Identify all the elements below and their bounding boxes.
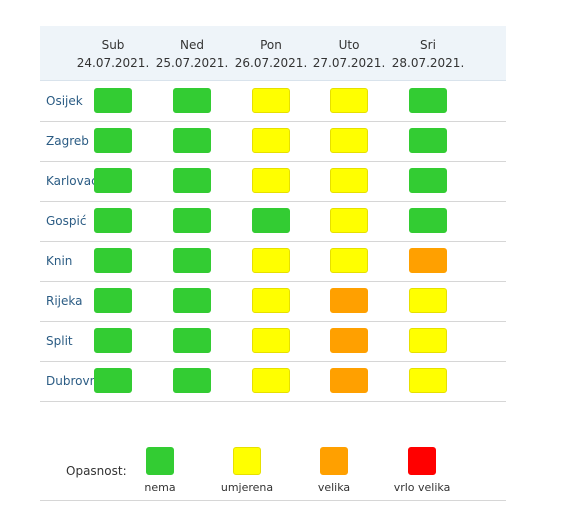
table-row: Dubrovnik <box>40 361 506 402</box>
danger-cell-umjerena <box>330 248 368 273</box>
danger-cell-nema <box>94 208 132 233</box>
danger-cell-nema <box>173 328 211 353</box>
danger-cell-nema <box>173 168 211 193</box>
day-header-3: Uto 27.07.2021. <box>309 36 389 72</box>
day-date: 24.07.2021. <box>76 56 150 70</box>
danger-cell-velika <box>409 248 447 273</box>
day-header-4: Sri 28.07.2021. <box>388 36 468 72</box>
table-row: Gospić <box>40 201 506 242</box>
danger-cell-nema <box>173 88 211 113</box>
danger-cell-umjerena <box>252 128 290 153</box>
day-date: 28.07.2021. <box>391 56 465 70</box>
danger-cell-umjerena <box>330 88 368 113</box>
day-name: Ned <box>180 38 204 52</box>
legend-item-umjerena: umjerena <box>202 447 292 494</box>
day-name: Sub <box>101 38 125 52</box>
legend-item-velika: velika <box>289 447 379 494</box>
danger-cell-velika <box>330 328 368 353</box>
danger-cell-umjerena <box>252 368 290 393</box>
table-header: Sub 24.07.2021. Ned 25.07.2021. Pon 26.07.202… <box>40 26 506 81</box>
table-row: Split <box>40 321 506 362</box>
danger-cell-umjerena <box>330 208 368 233</box>
legend-swatch <box>233 447 261 475</box>
danger-cell-umjerena <box>252 288 290 313</box>
legend-swatch <box>320 447 348 475</box>
city-link[interactable]: Zagreb <box>46 134 89 148</box>
day-date: 27.07.2021. <box>312 56 386 70</box>
danger-cell-umjerena <box>252 328 290 353</box>
table-row: Osijek <box>40 81 506 122</box>
danger-cell-umjerena <box>252 248 290 273</box>
city-link[interactable]: Knin <box>46 254 73 268</box>
table-row: Karlovac <box>40 161 506 202</box>
table-row: Rijeka <box>40 281 506 322</box>
danger-cell-nema <box>409 88 447 113</box>
danger-cell-nema <box>94 288 132 313</box>
danger-cell-nema <box>94 368 132 393</box>
danger-cell-umjerena <box>409 288 447 313</box>
danger-cell-nema <box>173 288 211 313</box>
legend-label: nema <box>144 481 176 494</box>
legend-swatch <box>408 447 436 475</box>
day-name: Sri <box>420 38 436 52</box>
table-row: Zagreb <box>40 121 506 162</box>
legend-title: Opasnost: <box>66 464 127 478</box>
danger-cell-nema <box>94 328 132 353</box>
day-header-1: Ned 25.07.2021. <box>152 36 232 72</box>
city-link[interactable]: Dubrovnik <box>46 374 108 388</box>
danger-cell-nema <box>409 128 447 153</box>
danger-cell-nema <box>173 128 211 153</box>
legend-item-nema: nema <box>115 447 205 494</box>
danger-cell-umjerena <box>252 168 290 193</box>
day-date: 25.07.2021. <box>155 56 229 70</box>
legend-label: velika <box>317 481 351 494</box>
legend-swatch <box>146 447 174 475</box>
table-row: Knin <box>40 241 506 282</box>
legend-label: umjerena <box>220 481 274 494</box>
day-header-0: Sub 24.07.2021. <box>73 36 153 72</box>
danger-cell-nema <box>94 248 132 273</box>
danger-cell-nema <box>173 248 211 273</box>
danger-cell-velika <box>330 288 368 313</box>
day-date: 26.07.2021. <box>234 56 308 70</box>
danger-cell-umjerena <box>252 88 290 113</box>
danger-cell-umjerena <box>330 128 368 153</box>
day-header-2: Pon 26.07.2021. <box>231 36 311 72</box>
danger-cell-nema <box>173 368 211 393</box>
day-name: Pon <box>260 38 282 52</box>
danger-legend: Opasnost: nema umjerena velika vrlo velika <box>40 440 506 501</box>
danger-cell-nema <box>94 168 132 193</box>
danger-cell-umjerena <box>330 168 368 193</box>
danger-cell-umjerena <box>409 328 447 353</box>
legend-item-vrlo-velika: vrlo velika <box>377 447 467 494</box>
city-link[interactable]: Rijeka <box>46 294 83 308</box>
danger-cell-nema <box>94 88 132 113</box>
danger-cell-nema <box>252 208 290 233</box>
legend-label: vrlo velika <box>393 481 451 494</box>
city-link[interactable]: Osijek <box>46 94 83 108</box>
city-link[interactable]: Split <box>46 334 73 348</box>
danger-cell-nema <box>409 168 447 193</box>
danger-cell-nema <box>173 208 211 233</box>
danger-cell-umjerena <box>409 368 447 393</box>
city-link[interactable]: Karlovac <box>46 174 98 188</box>
danger-cell-nema <box>94 128 132 153</box>
city-link[interactable]: Gospić <box>46 214 87 228</box>
danger-cell-nema <box>409 208 447 233</box>
danger-cell-velika <box>330 368 368 393</box>
day-name: Uto <box>338 38 360 52</box>
